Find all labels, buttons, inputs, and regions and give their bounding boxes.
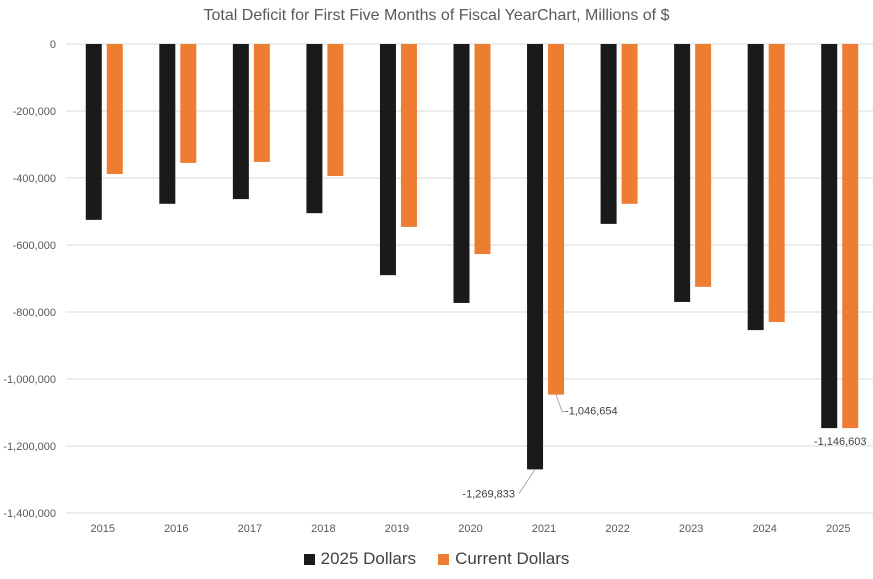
x-tick-label: 2021 bbox=[532, 523, 556, 535]
y-tick-label: -1,200,000 bbox=[3, 441, 56, 453]
bar-2025-dollars-2023 bbox=[674, 44, 691, 302]
chart-title: Total Deficit for First Five Months of F… bbox=[203, 7, 670, 24]
x-tick-label: 2020 bbox=[458, 523, 482, 535]
legend-item-2025-dollars: 2025 Dollars bbox=[303, 549, 417, 569]
data-label: -1,146,603 bbox=[814, 436, 867, 448]
bar-current-dollars-2015 bbox=[106, 44, 123, 174]
legend: 2025 Dollars Current Dollars bbox=[0, 549, 873, 569]
bar-current-dollars-2021 bbox=[548, 44, 565, 395]
bar-2025-dollars-2020 bbox=[453, 44, 470, 303]
x-tick-label: 2017 bbox=[238, 523, 262, 535]
legend-item-current-dollars: Current Dollars bbox=[438, 549, 569, 569]
bar-current-dollars-2017 bbox=[253, 44, 270, 162]
data-label: -1,269,833 bbox=[462, 488, 515, 500]
bar-2025-dollars-2021 bbox=[527, 44, 544, 470]
bar-current-dollars-2022 bbox=[621, 44, 638, 204]
data-label-leader bbox=[518, 469, 536, 494]
x-tick-label: 2018 bbox=[311, 523, 335, 535]
y-tick-label: -200,000 bbox=[13, 106, 56, 118]
bar-current-dollars-2020 bbox=[474, 44, 491, 255]
bar-current-dollars-2018 bbox=[327, 44, 344, 176]
x-tick-label: 2024 bbox=[752, 523, 776, 535]
legend-label: Current Dollars bbox=[455, 549, 570, 568]
bar-current-dollars-2016 bbox=[180, 44, 197, 163]
bar-current-dollars-2025 bbox=[842, 44, 859, 429]
bar-2025-dollars-2015 bbox=[85, 44, 102, 220]
bar-2025-dollars-2018 bbox=[306, 44, 323, 214]
y-tick-label: -600,000 bbox=[13, 240, 56, 252]
x-tick-label: 2023 bbox=[679, 523, 703, 535]
x-tick-label: 2019 bbox=[385, 523, 409, 535]
x-tick-label: 2015 bbox=[91, 523, 115, 535]
bar-current-dollars-2024 bbox=[768, 44, 785, 323]
data-label: -1,046,654 bbox=[565, 406, 618, 418]
y-tick-label: -1,400,000 bbox=[3, 508, 56, 520]
y-tick-label: 0 bbox=[50, 39, 56, 51]
bar-2025-dollars-2022 bbox=[600, 44, 617, 224]
y-tick-label: -800,000 bbox=[13, 307, 56, 319]
legend-swatch bbox=[303, 553, 315, 565]
x-tick-label: 2025 bbox=[826, 523, 850, 535]
y-tick-label: -400,000 bbox=[13, 173, 56, 185]
bar-2025-dollars-2017 bbox=[232, 44, 249, 200]
x-tick-label: 2016 bbox=[164, 523, 188, 535]
bar-2025-dollars-2024 bbox=[747, 44, 764, 331]
bar-2025-dollars-2016 bbox=[159, 44, 176, 204]
x-tick-label: 2022 bbox=[605, 523, 629, 535]
y-tick-label: -1,000,000 bbox=[3, 374, 56, 386]
legend-swatch bbox=[438, 553, 450, 565]
bar-2025-dollars-2019 bbox=[379, 44, 396, 276]
legend-label: 2025 Dollars bbox=[320, 549, 417, 568]
bar-current-dollars-2019 bbox=[400, 44, 417, 227]
bar-current-dollars-2023 bbox=[695, 44, 712, 287]
bar-2025-dollars-2025 bbox=[821, 44, 838, 429]
data-label-leader bbox=[555, 394, 566, 413]
